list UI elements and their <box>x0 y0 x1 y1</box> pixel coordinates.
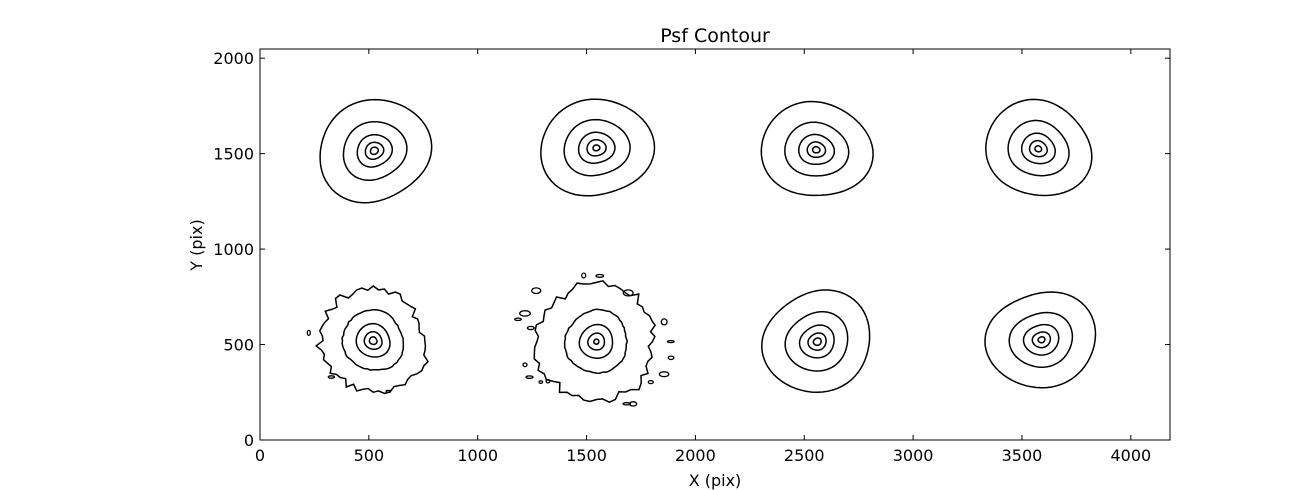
noise-contour <box>385 389 392 394</box>
plot-frame <box>259 48 1171 441</box>
noise-contour <box>622 289 634 297</box>
x-axis-label: X (pix) <box>689 471 742 490</box>
contour-level <box>563 308 629 374</box>
contour-level <box>1007 119 1070 177</box>
y-tick-label: 1000 <box>213 240 254 259</box>
contour-level <box>342 120 408 182</box>
contour-level <box>807 332 827 351</box>
contour-level <box>319 98 433 204</box>
noise-contour <box>531 287 542 295</box>
noise-contour <box>306 329 311 337</box>
contour-level <box>760 100 874 197</box>
contour-level <box>985 98 1093 197</box>
contour-level <box>811 145 821 154</box>
contour-level <box>533 279 657 404</box>
noise-contour <box>327 375 336 379</box>
contour-level <box>341 308 405 371</box>
contour-level <box>806 141 827 159</box>
psf-source <box>984 291 1097 389</box>
noise-contour <box>647 379 654 385</box>
x-axis: 0 500 1000 1500 2000 2500 3000 3500 4000 <box>255 49 1151 465</box>
contour-level <box>540 98 656 197</box>
x-tick-label: 2000 <box>675 446 716 465</box>
contour-level <box>368 336 378 346</box>
noise-contour <box>660 318 668 326</box>
noise-contour <box>526 325 535 331</box>
noise-contour <box>666 339 675 344</box>
y-axis: 0 500 1000 1500 2000 <box>213 49 1170 450</box>
noise-contour <box>581 272 587 279</box>
chart-title: Psf Contour <box>660 25 770 47</box>
contour-level <box>1028 139 1048 158</box>
y-tick-label: 0 <box>244 431 254 450</box>
contour-level <box>1022 323 1060 356</box>
psf-source <box>761 289 871 394</box>
contour-level <box>577 131 616 164</box>
noise-contour <box>628 401 638 407</box>
contour-layer <box>306 98 1097 407</box>
contour-level <box>356 133 394 168</box>
contour-level <box>364 141 385 161</box>
contour-level <box>798 133 836 166</box>
contour-level <box>984 291 1097 389</box>
x-tick-label: 500 <box>354 446 385 465</box>
contour-level <box>784 310 849 372</box>
contour-level <box>1031 331 1052 349</box>
contour-level <box>578 323 614 359</box>
y-tick-label: 2000 <box>213 49 254 68</box>
x-tick-label: 4000 <box>1110 446 1151 465</box>
noise-contour <box>519 310 531 317</box>
contour-level <box>1008 311 1074 368</box>
contour-level <box>1034 145 1043 153</box>
contour-level <box>761 289 871 394</box>
x-tick-label: 0 <box>255 446 265 465</box>
contour-level <box>798 324 835 359</box>
x-tick-label: 3500 <box>1002 446 1043 465</box>
noise-contour <box>667 355 675 361</box>
contour-level <box>355 322 391 358</box>
x-tick-label: 1000 <box>457 446 498 465</box>
contour-level <box>563 118 631 177</box>
noise-contour <box>595 273 605 278</box>
contour-level <box>1020 132 1056 165</box>
contour-level <box>314 285 429 395</box>
noise-contour <box>538 380 544 385</box>
noise-contour <box>525 375 534 379</box>
y-tick-label: 500 <box>223 336 254 355</box>
x-tick-label: 1500 <box>566 446 607 465</box>
contour-level <box>363 331 383 351</box>
y-axis-label: Y (pix) <box>187 219 206 271</box>
contour-level <box>369 146 380 156</box>
x-tick-label: 2500 <box>784 446 825 465</box>
psf-source <box>306 285 429 395</box>
noise-contour <box>514 317 522 322</box>
contour-level <box>593 338 600 345</box>
noise-contour <box>522 362 528 368</box>
noise-contour <box>622 402 632 406</box>
x-tick-label: 3000 <box>893 446 934 465</box>
noise-contour <box>545 379 551 384</box>
psf-source <box>514 272 675 407</box>
psf-source <box>319 98 433 204</box>
contour-level <box>1037 336 1046 344</box>
psf-source <box>540 98 656 197</box>
contour-level <box>812 337 822 347</box>
contour-level <box>592 144 601 152</box>
contour-level <box>784 121 850 177</box>
contour-level <box>586 138 607 157</box>
psf-source <box>760 100 874 197</box>
noise-contour <box>658 371 670 378</box>
contour-level <box>587 332 606 351</box>
y-tick-label: 1500 <box>213 145 254 164</box>
psf-source <box>985 98 1093 197</box>
